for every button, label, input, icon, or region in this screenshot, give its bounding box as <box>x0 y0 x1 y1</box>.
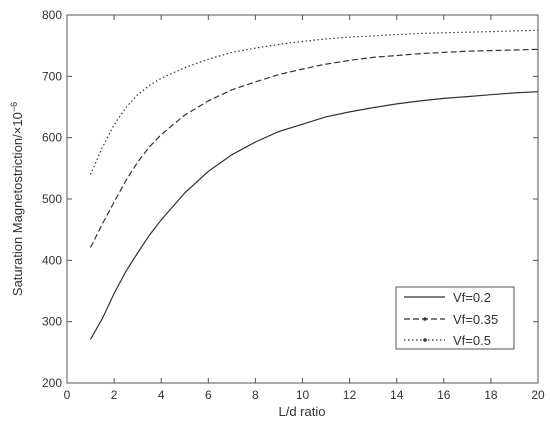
x-tick-label: 8 <box>252 388 259 402</box>
legend: Vf=0.2 Vf=0.35 Vf=0.5 <box>395 286 515 350</box>
x-axis-label: L/d ratio <box>279 404 326 419</box>
legend-marker-vf-0-5 <box>423 338 427 342</box>
y-axis-label-exponent: −6 <box>9 102 19 112</box>
y-tick-label: 800 <box>42 8 62 22</box>
x-tick-label: 10 <box>296 388 310 402</box>
legend-label-vf-0-35: Vf=0.35 <box>453 312 498 327</box>
series-line-0 <box>89 91 539 340</box>
y-tick-label: 400 <box>42 253 62 267</box>
axis-ticks: 0 2 4 6 8 10 12 14 16 18 20 200 300 400 500 600 700 800 <box>42 8 545 402</box>
y-tick-label: 600 <box>42 131 62 145</box>
x-tick-label: 14 <box>390 388 404 402</box>
y-axis-label-text: Saturation Magnetostriction/×10 <box>10 112 25 296</box>
series-line-2 <box>89 29 539 175</box>
x-tick-label: 0 <box>64 388 71 402</box>
y-tick-label: 200 <box>42 376 62 390</box>
legend-label-vf-0-2: Vf=0.2 <box>453 290 491 305</box>
y-axis-label: Saturation Magnetostriction/×10−6 <box>9 102 25 296</box>
x-tick-label: 4 <box>158 388 165 402</box>
series-line-1 <box>89 48 539 248</box>
y-tick-label: 700 <box>42 69 62 83</box>
x-tick-label: 20 <box>531 388 545 402</box>
x-tick-label: 18 <box>484 388 498 402</box>
series-lines <box>89 29 539 340</box>
legend-marker-vf-0-35 <box>423 317 427 321</box>
x-tick-label: 2 <box>111 388 118 402</box>
y-tick-label: 500 <box>42 192 62 206</box>
x-tick-label: 6 <box>205 388 212 402</box>
x-tick-label: 12 <box>343 388 357 402</box>
y-tick-label: 300 <box>42 315 62 329</box>
legend-label-vf-0-5: Vf=0.5 <box>453 333 491 348</box>
x-tick-label: 16 <box>437 388 451 402</box>
